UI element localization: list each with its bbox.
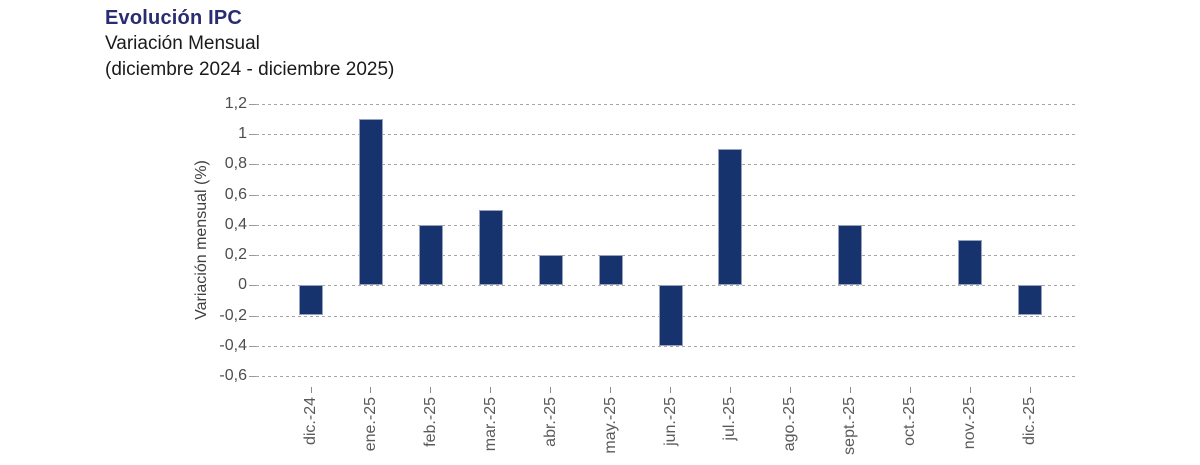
y-axis-title: Variación mensual (%) — [193, 160, 210, 320]
x-tick-mark — [969, 387, 971, 393]
x-tick-mark — [610, 387, 612, 393]
gridline — [256, 104, 1078, 105]
x-tick-mark — [370, 387, 372, 393]
gridline — [256, 376, 1078, 377]
x-tick-label-dic-24: dic.-24 — [302, 397, 319, 446]
x-tick-label-sept-25: sept.-25 — [841, 397, 859, 455]
y-tick-label: 1 — [238, 125, 247, 143]
y-tick-mark — [249, 164, 256, 166]
x-tick-mark — [670, 387, 671, 393]
y-tick-label: -0,6 — [219, 367, 247, 384]
x-tick-mark — [1029, 387, 1031, 393]
x-tick-mark — [849, 387, 851, 393]
y-tick-mark — [249, 285, 256, 287]
y-tick-label: 0,6 — [224, 185, 247, 203]
gridline — [256, 255, 1078, 257]
y-tick-label: 0,2 — [224, 246, 247, 264]
x-tick-mark — [789, 387, 791, 393]
x-tick-label-ago-25: ago.-25 — [781, 397, 799, 452]
gridline — [256, 224, 1078, 226]
y-tick-mark — [249, 376, 256, 377]
chart-subtitle: Variación Mensual — [105, 33, 260, 54]
x-tick-label-feb-25: feb.-25 — [421, 397, 439, 447]
x-tick-label-dic-25: dic.-25 — [1021, 397, 1038, 446]
x-tick-label-ene-25: ene.-25 — [361, 397, 379, 452]
y-tick-label: -0,4 — [219, 336, 247, 354]
x-tick-label-jun-25: jun.-25 — [661, 397, 679, 446]
gridline — [256, 164, 1078, 166]
x-tick-mark — [490, 387, 492, 393]
chart-period-note: (diciembre 2024 - diciembre 2025) — [105, 59, 395, 80]
x-tick-label-may-25: may.-25 — [601, 397, 619, 454]
x-tick-mark — [729, 387, 731, 393]
bar-mar-25 — [478, 209, 503, 286]
y-tick-mark — [249, 315, 256, 317]
x-tick-mark — [310, 387, 312, 393]
bar-ene-25 — [358, 119, 383, 286]
x-tick-label-abr-25: abr.-25 — [541, 397, 559, 447]
x-tick-mark — [909, 387, 911, 393]
bar-feb-25 — [418, 224, 443, 286]
bar-jul-25 — [718, 149, 743, 286]
y-tick-label: 0,4 — [224, 215, 247, 233]
y-tick-label: -0,2 — [219, 306, 247, 324]
bar-dic-24 — [299, 285, 323, 316]
x-tick-mark — [550, 387, 552, 393]
chart-title: Evolución IPC — [105, 7, 243, 29]
y-tick-label: 0,8 — [224, 155, 247, 173]
x-tick-label-nov-25: nov.-25 — [961, 397, 979, 450]
y-tick-mark — [249, 104, 256, 105]
bar-nov-25 — [958, 240, 983, 286]
bar-may-25 — [598, 255, 623, 286]
gridline — [256, 194, 1078, 196]
chart-header: Evolución IPC Variación Mensual (diciemb… — [105, 5, 394, 83]
x-tick-mark — [430, 387, 432, 393]
y-tick-label: 0 — [238, 276, 247, 294]
bar-dic-25 — [1018, 285, 1042, 316]
gridline — [256, 134, 1078, 136]
y-tick-label: 1,2 — [224, 95, 247, 112]
y-tick-mark — [249, 194, 256, 196]
x-tick-label-jul-25: jul.-25 — [721, 397, 739, 441]
bar-sept-25 — [838, 224, 863, 286]
x-tick-label-oct-25: oct.-25 — [901, 397, 919, 446]
y-tick-mark — [249, 224, 256, 226]
y-tick-mark — [249, 134, 256, 136]
bar-abr-25 — [538, 255, 563, 286]
x-tick-label-mar-25: mar.-25 — [481, 397, 499, 452]
y-tick-mark — [249, 345, 256, 347]
bar-jun-25 — [658, 285, 683, 346]
y-tick-mark — [249, 255, 256, 257]
gridline — [256, 345, 1078, 347]
